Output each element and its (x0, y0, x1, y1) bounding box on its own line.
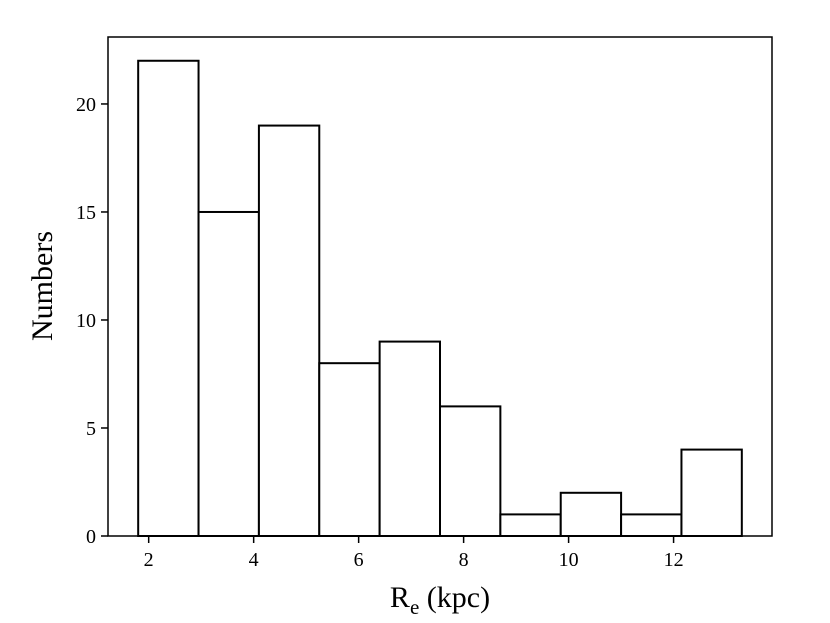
x-tick-label: 8 (459, 549, 469, 571)
y-tick-label: 0 (86, 526, 96, 548)
plot-frame (107, 36, 773, 537)
bars-group (137, 59, 743, 538)
x-tick-label: 12 (664, 549, 684, 571)
x-axis-ticks: 2 4 6 8 10 12 (144, 536, 684, 571)
histogram-bar-1 (137, 59, 200, 538)
histogram-bar-3 (257, 124, 321, 537)
histogram-bar-2 (197, 210, 260, 537)
histogram-bar-10 (680, 448, 743, 538)
histogram-bar-7 (499, 513, 562, 537)
x-tick-label: 6 (354, 549, 364, 571)
histogram-bar-4 (318, 362, 381, 538)
x-tick-label: 4 (249, 549, 259, 571)
histogram-bar-9 (620, 513, 683, 537)
x-tick-label: 10 (559, 549, 579, 571)
y-tick-label: 10 (76, 310, 96, 332)
y-tick-label: 15 (76, 202, 96, 224)
x-axis-label: Re (kpc) (390, 581, 490, 619)
y-axis-ticks: 0 5 10 15 20 (76, 94, 108, 548)
y-tick-label: 20 (76, 94, 96, 116)
histogram-bar-5 (378, 340, 441, 537)
histogram-bar-8 (559, 491, 623, 538)
histogram-bar-6 (439, 405, 502, 537)
y-tick-label: 5 (86, 418, 96, 440)
x-tick-label: 2 (144, 549, 154, 571)
y-axis-label: Numbers (26, 231, 59, 341)
